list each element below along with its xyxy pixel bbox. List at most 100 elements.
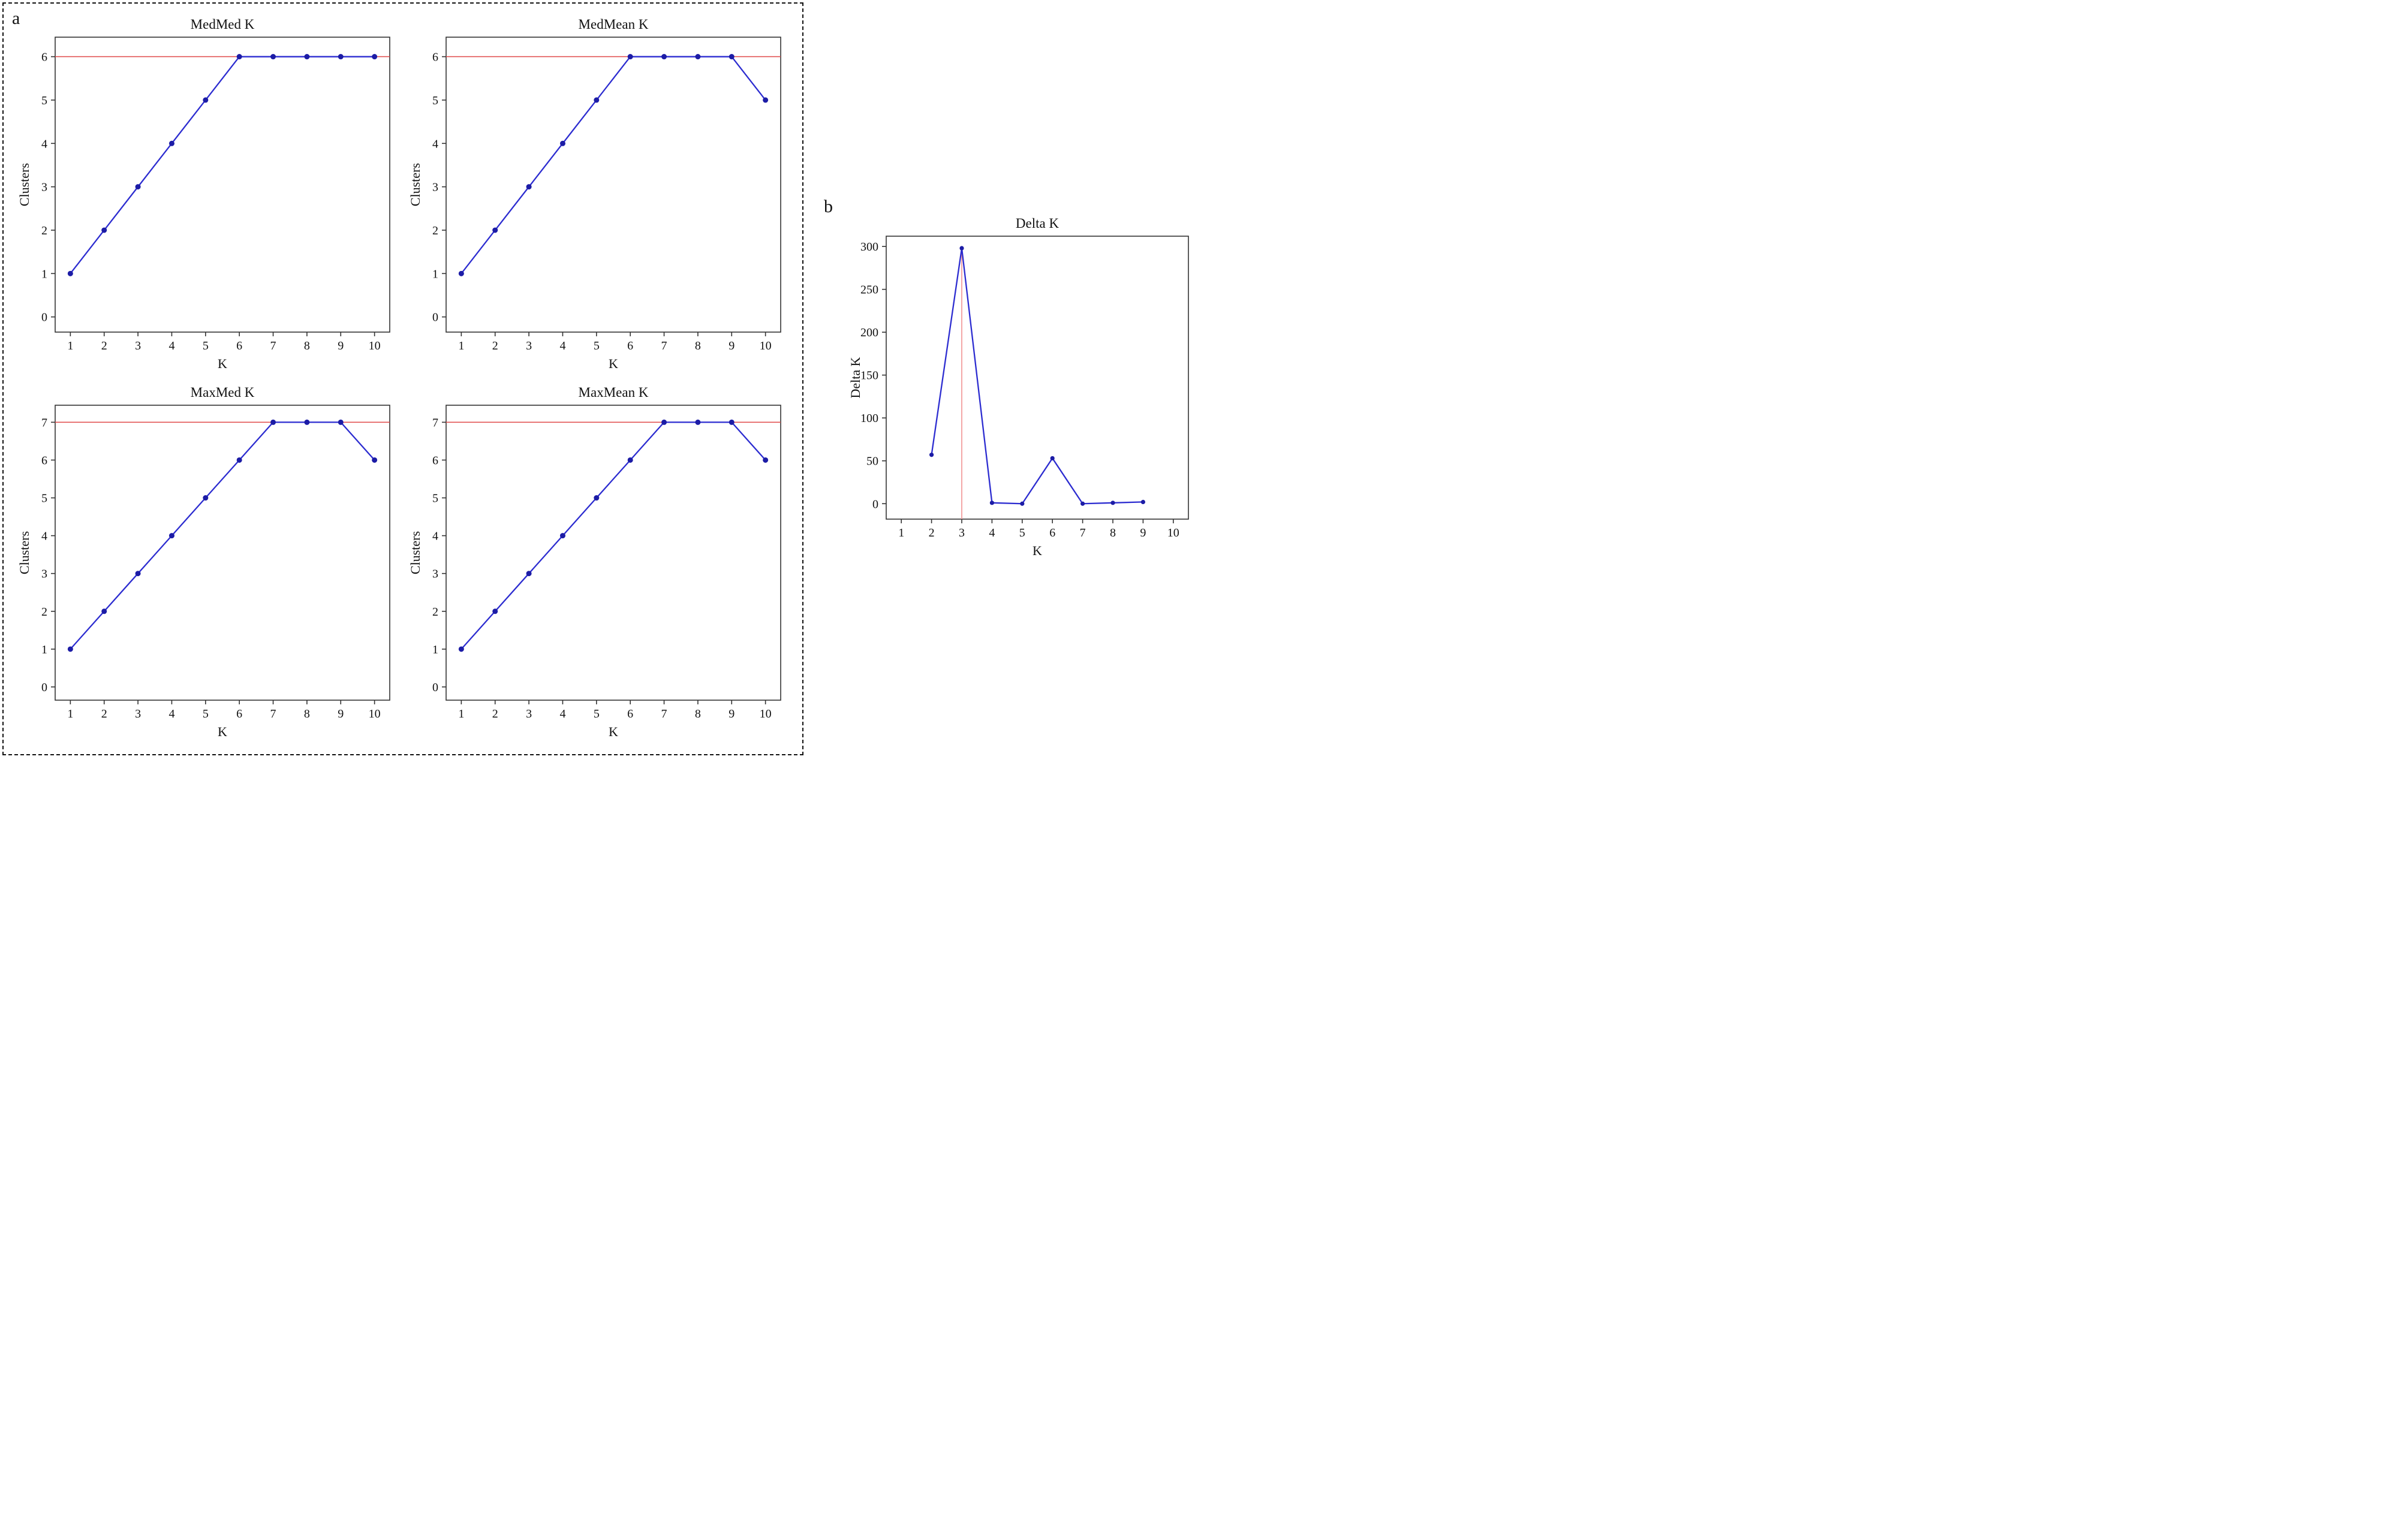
tick-label: 6	[41, 51, 47, 64]
tick-label: 8	[304, 339, 310, 352]
chart-title: MedMed K	[191, 17, 255, 32]
data-point	[526, 571, 532, 577]
tick-label: 7	[270, 707, 276, 721]
chart-title: MaxMean K	[579, 385, 649, 400]
data-point	[338, 419, 344, 425]
plot-frame	[886, 236, 1189, 520]
tick-label: 8	[1110, 526, 1116, 540]
tick-label: 6	[1049, 526, 1055, 540]
tick-label: 10	[760, 707, 772, 721]
tick-label: 9	[1140, 526, 1146, 540]
data-line	[460, 56, 766, 275]
x-axis-label: K	[218, 356, 227, 371]
data-point	[627, 457, 633, 463]
data-point	[492, 227, 498, 233]
tick-label: 0	[432, 681, 438, 694]
data-point	[661, 419, 667, 425]
tick-label: 9	[729, 339, 735, 352]
data-point	[270, 54, 276, 60]
data-point	[559, 140, 565, 146]
y-axis-label: Clusters	[408, 163, 423, 206]
chart-title: Delta K	[1016, 216, 1059, 231]
tick-label: 4	[432, 530, 438, 543]
tick-label: 7	[270, 339, 276, 352]
data-point	[304, 419, 310, 425]
tick-label: 0	[41, 311, 47, 324]
data-point	[372, 54, 378, 60]
tick-label: 9	[338, 707, 344, 721]
data-point	[203, 495, 209, 501]
x-axis-label: K	[1033, 543, 1042, 558]
data-point	[135, 184, 141, 190]
data-point	[1110, 501, 1115, 505]
tick-label: 0	[41, 681, 47, 694]
tick-label: 3	[135, 707, 141, 721]
data-point	[372, 457, 378, 463]
data-point	[929, 453, 934, 457]
data-point	[594, 97, 600, 103]
data-line	[70, 421, 375, 650]
tick-label: 0	[432, 311, 438, 324]
data-line	[70, 56, 375, 275]
tick-label: 10	[369, 707, 381, 721]
tick-label: 2	[432, 224, 438, 237]
plot-frame	[446, 37, 781, 333]
tick-label: 5	[203, 339, 209, 352]
tick-label: 6	[627, 339, 633, 352]
tick-label: 3	[959, 526, 965, 540]
tick-label: 8	[304, 707, 310, 721]
tick-label: 100	[860, 412, 878, 425]
tick-label: 3	[526, 339, 532, 352]
data-point	[101, 227, 107, 233]
tick-label: 5	[41, 94, 47, 107]
chart-delta-k: Delta K1 2 3 4 5 6 7 8 9 10050100150200250300KDel…	[848, 216, 1189, 558]
tick-label: 4	[168, 339, 174, 352]
data-point	[338, 54, 344, 60]
tick-label: 4	[168, 707, 174, 721]
plot-frame	[55, 405, 390, 701]
data-point	[304, 54, 310, 60]
data-point	[168, 533, 174, 539]
data-point	[729, 419, 735, 425]
y-axis-label: Clusters	[408, 531, 423, 574]
tick-label: 5	[1019, 526, 1025, 540]
data-point	[559, 533, 565, 539]
data-point	[67, 646, 73, 652]
data-point	[1050, 456, 1055, 461]
tick-label: 2	[929, 526, 935, 540]
data-point	[67, 270, 73, 276]
tick-label: 1	[41, 643, 47, 656]
tick-label: 4	[432, 137, 438, 150]
tick-label: 4	[41, 530, 47, 543]
y-axis-label: Clusters	[17, 531, 32, 574]
tick-label: 2	[41, 224, 47, 237]
tick-label: 2	[432, 605, 438, 619]
tick-label: 3	[41, 181, 47, 194]
data-point	[236, 54, 242, 60]
data-point	[270, 419, 276, 425]
tick-label: 1	[898, 526, 904, 540]
data-point	[526, 184, 532, 190]
chart-maxmean-k: MaxMean K 1 2 3 4 5 6 7 8 9 10 0 1 2 3 4 5 6 7 K Clusters	[408, 385, 781, 739]
tick-label: 3	[41, 568, 47, 581]
plot-frame	[446, 405, 781, 701]
tick-label: 4	[559, 339, 565, 352]
data-point	[763, 97, 769, 103]
tick-label: 3	[432, 181, 438, 194]
tick-label: 5	[594, 707, 600, 721]
tick-label: 8	[695, 707, 701, 721]
tick-label: 4	[989, 526, 995, 540]
y-axis-label: Delta K	[848, 357, 863, 398]
data-point	[729, 54, 735, 60]
tick-label: 2	[492, 707, 498, 721]
tick-label: 4	[41, 137, 47, 150]
data-point	[168, 140, 174, 146]
data-line	[931, 247, 1143, 505]
x-axis-label: K	[218, 724, 227, 739]
tick-label: 7	[432, 416, 438, 429]
tick-label: 6	[432, 51, 438, 64]
tick-label: 1	[458, 339, 464, 352]
tick-label: 3	[526, 707, 532, 721]
